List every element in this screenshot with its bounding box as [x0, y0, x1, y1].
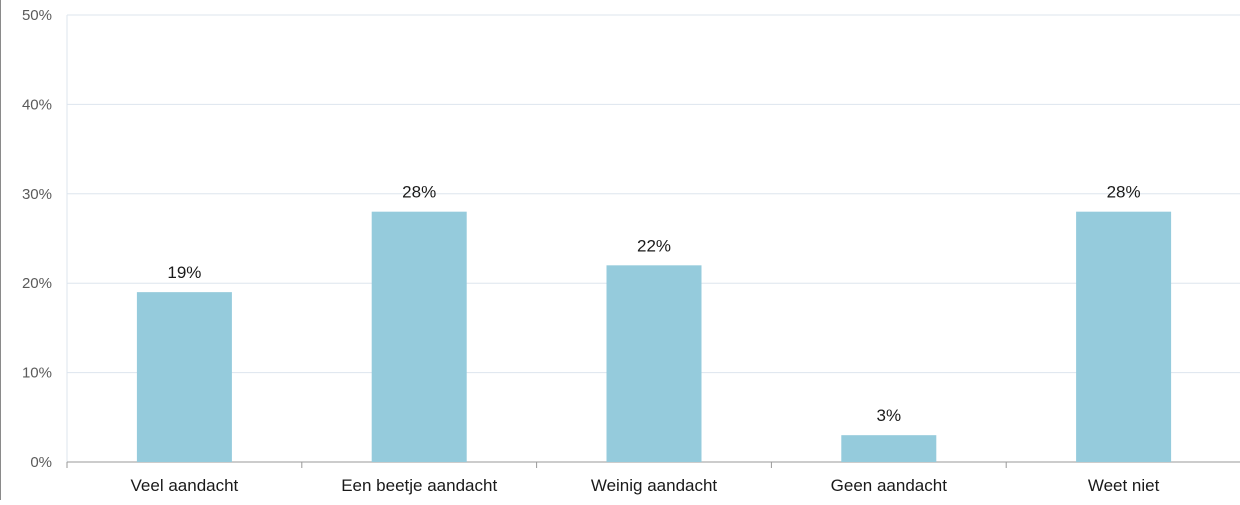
data-label: 3%: [877, 406, 902, 425]
data-label: 19%: [167, 263, 201, 282]
y-tick-label: 40%: [22, 96, 52, 113]
data-label: 28%: [1107, 183, 1141, 202]
bar: [136, 292, 232, 462]
y-tick-label: 20%: [22, 275, 52, 292]
x-category-label: Geen aandacht: [831, 476, 948, 495]
bar: [371, 211, 467, 462]
x-category-label: Veel aandacht: [131, 476, 239, 495]
data-label: 22%: [637, 236, 671, 255]
x-category-label: Een beetje aandacht: [341, 476, 497, 495]
bar: [606, 265, 702, 462]
y-tick-label: 30%: [22, 186, 52, 203]
x-category-label: Weet niet: [1088, 476, 1160, 495]
data-label: 28%: [402, 183, 436, 202]
x-category-label: Weinig aandacht: [591, 476, 718, 495]
y-tick-label: 50%: [22, 7, 52, 24]
bar: [841, 435, 937, 462]
bar: [1076, 211, 1172, 462]
y-tick-label: 10%: [22, 365, 52, 382]
y-tick-label: 0%: [30, 454, 52, 471]
